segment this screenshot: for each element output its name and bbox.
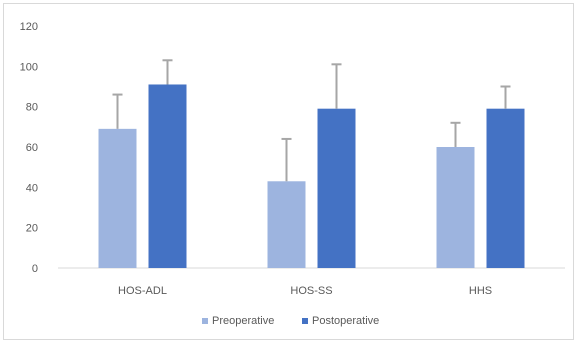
x-category-label: HOS-SS — [290, 285, 332, 297]
y-tick-label: 120 — [20, 21, 38, 33]
y-axis-ticks: 0 20 40 60 80 100 120 — [20, 21, 38, 275]
y-tick-label: 40 — [26, 182, 38, 194]
legend-label: Postoperative — [312, 315, 379, 327]
bars-group — [98, 84, 525, 268]
x-category-label: HHS — [469, 285, 492, 297]
legend-label: Preoperative — [212, 315, 274, 327]
bar-preoperative-hhs — [436, 147, 475, 268]
bar-preoperative-hos-adl — [98, 128, 137, 268]
y-tick-label: 80 — [26, 102, 38, 114]
chart-frame — [3, 3, 574, 340]
x-category-label: HOS-ADL — [118, 285, 167, 297]
bar-preoperative-hos-ss — [267, 181, 306, 268]
y-tick-label: 100 — [20, 61, 38, 73]
bar-postoperative-hhs — [486, 108, 525, 268]
y-tick-label: 60 — [26, 142, 38, 154]
y-tick-label: 20 — [26, 223, 38, 235]
bar-postoperative-hos-adl — [148, 84, 187, 268]
y-tick-label: 0 — [32, 263, 38, 275]
legend-swatch — [202, 318, 208, 324]
legend-swatch — [302, 318, 308, 324]
category-labels: HOS-ADL HOS-SS HHS — [118, 285, 492, 297]
legend: Preoperative Postoperative — [202, 315, 379, 327]
error-bars-group — [112, 59, 511, 182]
bar-postoperative-hos-ss — [317, 108, 356, 268]
